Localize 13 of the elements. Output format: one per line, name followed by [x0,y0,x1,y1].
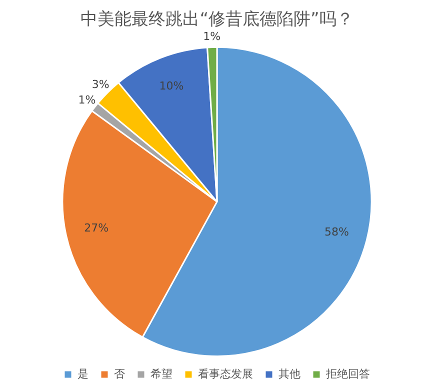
data-label: 1% [78,94,96,107]
data-label: 3% [92,78,110,92]
legend-label: 希望 [150,367,172,380]
legend-label: 否 [114,367,125,380]
data-label: 10% [159,80,184,93]
legend-label: 其他 [278,367,300,380]
legend-label: 拒绝回答 [325,367,370,380]
chart-title: 中美能最终跳出“修昔底德陷阱”吗？ [80,10,354,30]
data-label: 27% [84,222,109,235]
data-label: 1% [203,30,221,44]
legend-label: 看事态发展 [198,367,253,380]
legend-label: 是 [78,367,88,380]
data-label: 58% [324,225,349,238]
